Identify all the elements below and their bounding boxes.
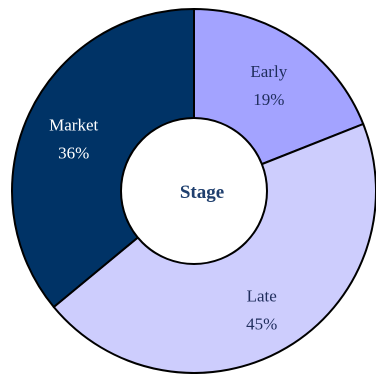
slice-label-late: Late <box>247 287 277 306</box>
slice-value-late: 45% <box>246 315 277 334</box>
center-hole <box>120 117 268 265</box>
slice-label-early: Early <box>250 62 287 81</box>
labels-layer: Early 19% Late 45% Market 36% <box>49 62 288 334</box>
slice-value-early: 19% <box>253 90 284 109</box>
slice-value-market: 36% <box>58 143 89 162</box>
slice-label-market: Market <box>49 115 98 134</box>
slice-market <box>11 8 195 309</box>
center-label: Stage <box>180 182 224 203</box>
